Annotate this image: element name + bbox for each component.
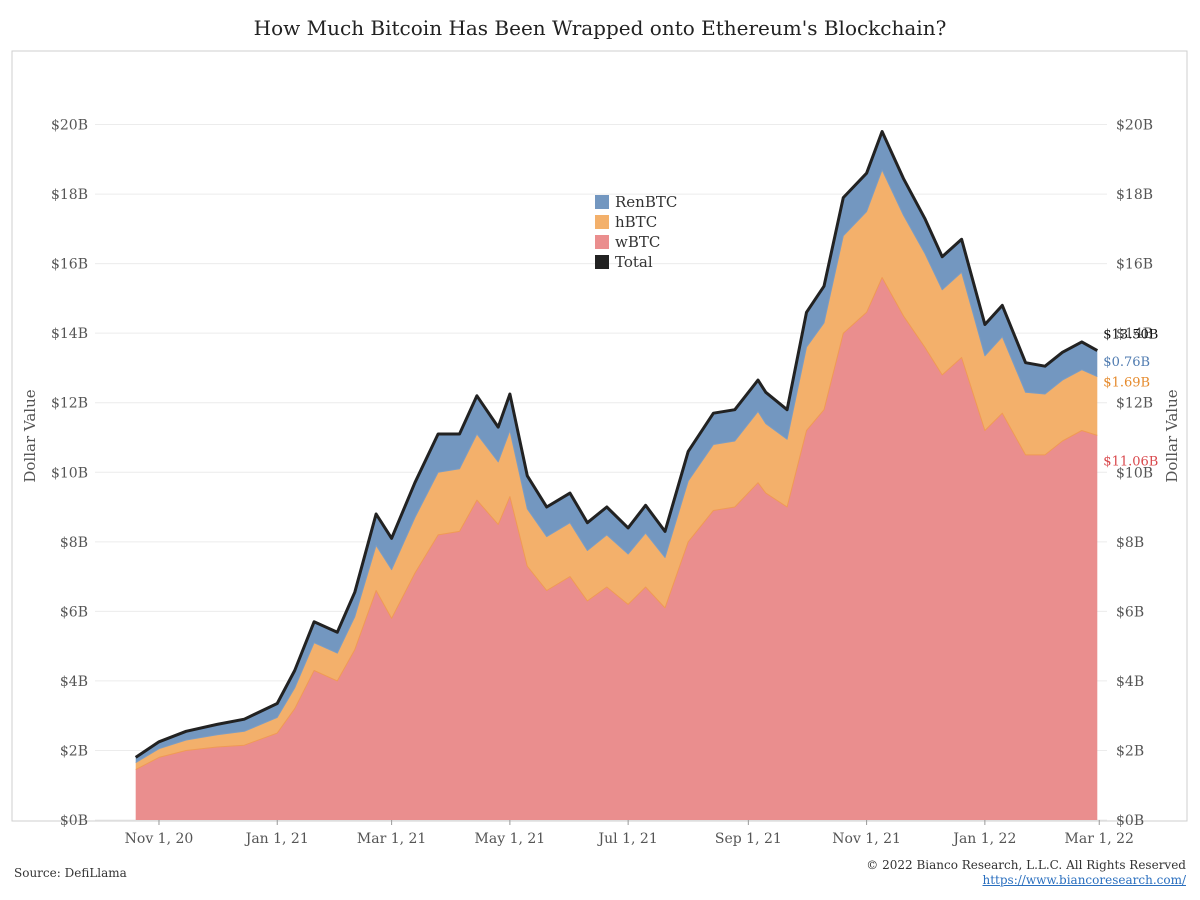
y-tick-label-left: $10B bbox=[51, 465, 88, 481]
website-link[interactable]: https://www.biancoresearch.com/ bbox=[982, 873, 1186, 887]
y-tick-label-right: $14B bbox=[1116, 326, 1153, 342]
y-tick-label-left: $20B bbox=[51, 118, 88, 134]
y-tick-label-left: $0B bbox=[60, 813, 88, 829]
y-tick-label-right: $2B bbox=[1116, 743, 1144, 759]
chart-title: How Much Bitcoin Has Been Wrapped onto E… bbox=[253, 16, 947, 40]
legend-swatch bbox=[595, 255, 609, 269]
y-tick-label-right: $0B bbox=[1116, 813, 1144, 829]
x-tick-label: Nov 1, 21 bbox=[832, 831, 901, 847]
legend: RenBTC hBTC wBTC Total bbox=[595, 193, 677, 271]
y-axis-title-right: Dollar Value bbox=[1163, 389, 1181, 482]
y-axis-right: $0B $2B $4B $6B $8B $10B $12B $14B $16B $18B $20B bbox=[1116, 118, 1153, 829]
end-label: $11.06B bbox=[1103, 454, 1158, 469]
y-tick-label-left: $6B bbox=[60, 604, 88, 620]
x-tick-label: Jan 1, 22 bbox=[951, 831, 1016, 847]
legend-label: wBTC bbox=[615, 233, 660, 251]
y-tick-label-right: $12B bbox=[1116, 396, 1153, 412]
x-tick-label: Jan 1, 21 bbox=[244, 831, 309, 847]
y-tick-label-left: $16B bbox=[51, 257, 88, 273]
x-tick-label: Mar 1, 22 bbox=[1065, 831, 1134, 847]
end-label: $1.69B bbox=[1103, 376, 1150, 391]
y-tick-label-left: $2B bbox=[60, 743, 88, 759]
end-labels: $13.50B $0.76B $1.69B $11.06B bbox=[1103, 328, 1158, 470]
x-tick-label: May 1, 21 bbox=[475, 831, 546, 847]
y-tick-label-right: $18B bbox=[1116, 187, 1153, 203]
legend-swatch bbox=[595, 235, 609, 249]
x-tick-label: Mar 1, 21 bbox=[357, 831, 426, 847]
x-tick-label: Nov 1, 20 bbox=[125, 831, 194, 847]
x-tick-label: Jul 1, 21 bbox=[597, 831, 658, 847]
legend-swatch bbox=[595, 215, 609, 229]
y-tick-label-left: $14B bbox=[51, 326, 88, 342]
plot-frame bbox=[11, 50, 1188, 822]
legend-swatch bbox=[595, 195, 609, 209]
legend-label: hBTC bbox=[615, 213, 657, 231]
y-tick-label-left: $4B bbox=[60, 674, 88, 690]
wbtc-edge bbox=[135, 277, 1098, 771]
legend-label: Total bbox=[615, 253, 653, 271]
y-tick-label-left: $18B bbox=[51, 187, 88, 203]
total-line bbox=[134, 130, 1099, 759]
y-tick-label-left: $12B bbox=[51, 396, 88, 412]
end-label: $0.76B bbox=[1103, 355, 1150, 370]
y-tick-label-right: $6B bbox=[1116, 604, 1144, 620]
y-tick-label-right: $8B bbox=[1116, 535, 1144, 551]
legend-label: RenBTC bbox=[615, 193, 677, 211]
y-tick-label-right: $10B bbox=[1116, 465, 1153, 481]
y-tick-label-right: $16B bbox=[1116, 257, 1153, 273]
stacked-areas bbox=[134, 130, 1099, 820]
end-label: $13.50B bbox=[1103, 328, 1158, 343]
source-note: Source: DefiLlama bbox=[14, 866, 127, 880]
y-axis-title-left: Dollar Value bbox=[21, 389, 39, 482]
hbtc-area bbox=[135, 169, 1098, 770]
y-tick-label-left: $8B bbox=[60, 535, 88, 551]
hbtc-edge bbox=[135, 169, 1098, 764]
wbtc-area bbox=[135, 277, 1098, 820]
x-axis: Nov 1, 20 Jan 1, 21 Mar 1, 21 May 1, 21 Jul … bbox=[125, 820, 1134, 847]
y-tick-label-right: $20B bbox=[1116, 118, 1153, 134]
y-tick-label-right: $4B bbox=[1116, 674, 1144, 690]
copyright-note: © 2022 Bianco Research, L.L.C. All Right… bbox=[866, 858, 1186, 872]
x-tick-label: Sep 1, 21 bbox=[715, 831, 782, 847]
y-axis-left: $0B $2B $4B $6B $8B $10B $12B $14B $16B $18B $20B bbox=[51, 118, 88, 829]
